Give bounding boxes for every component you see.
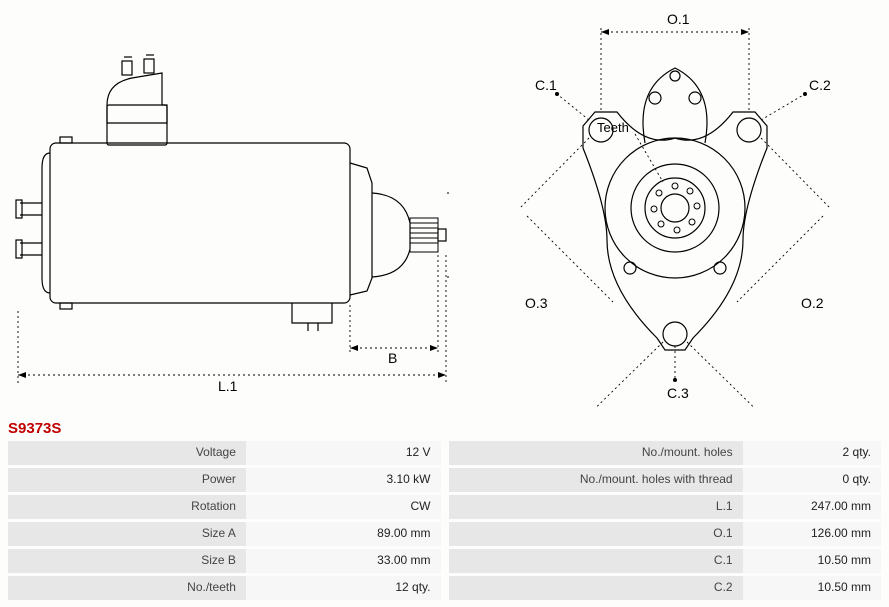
spec-value: 0 qty.	[743, 468, 881, 492]
spec-label: Size A	[8, 522, 246, 546]
label-c2: C.2	[809, 77, 831, 93]
label-o2: O.2	[801, 295, 824, 311]
spec-row: C.210.50 mm	[449, 576, 882, 600]
spec-row: No./mount. holes with thread0 qty.	[449, 468, 882, 492]
spec-label: C.1	[449, 549, 743, 573]
label-c3: C.3	[667, 385, 689, 401]
spec-row: No./mount. holes2 qty.	[449, 441, 882, 465]
spec-table-right: No./mount. holes2 qty.No./mount. holes w…	[449, 441, 882, 603]
spec-value: 2 qty.	[743, 441, 881, 465]
spec-value: 89.00 mm	[246, 522, 441, 546]
label-o3: O.3	[525, 295, 548, 311]
spec-label: Size B	[8, 549, 246, 573]
spec-row: C.110.50 mm	[449, 549, 882, 573]
label-l1: L.1	[218, 378, 238, 393]
spec-value: CW	[246, 495, 441, 519]
side-view-diagram: A B L.1	[12, 8, 452, 408]
spec-label: No./mount. holes with thread	[449, 468, 743, 492]
spec-label: No./mount. holes	[449, 441, 743, 465]
spec-row: Voltage12 V	[8, 441, 441, 465]
spec-label: Power	[8, 468, 246, 492]
spec-value: 12 qty.	[246, 576, 441, 600]
spec-label: No./teeth	[8, 576, 246, 600]
side-view-svg: A B L.1	[12, 23, 452, 393]
spec-row: Power3.10 kW	[8, 468, 441, 492]
spec-row: No./teeth12 qty.	[8, 576, 441, 600]
label-c1: C.1	[535, 77, 557, 93]
spec-value: 247.00 mm	[743, 495, 881, 519]
spec-value: 126.00 mm	[743, 522, 881, 546]
spec-tables: Voltage12 VPower3.10 kWRotationCWSize A8…	[4, 441, 885, 603]
spec-value: 3.10 kW	[246, 468, 441, 492]
front-view-diagram: O.1 O.2 O.3 C.1 C.2 C.3 Teeth	[472, 8, 877, 408]
spec-label: Rotation	[8, 495, 246, 519]
spec-row: RotationCW	[8, 495, 441, 519]
label-teeth: Teeth	[597, 120, 629, 135]
spec-value: 10.50 mm	[743, 576, 881, 600]
spec-row: Size A89.00 mm	[8, 522, 441, 546]
spec-value: 33.00 mm	[246, 549, 441, 573]
spec-value: 12 V	[246, 441, 441, 465]
spec-row: L.1247.00 mm	[449, 495, 882, 519]
spec-row: O.1126.00 mm	[449, 522, 882, 546]
spec-value: 10.50 mm	[743, 549, 881, 573]
front-view-svg: O.1 O.2 O.3 C.1 C.2 C.3 Teeth	[485, 8, 865, 408]
spec-label: Voltage	[8, 441, 246, 465]
part-number: S9373S	[4, 418, 885, 441]
spec-label: C.2	[449, 576, 743, 600]
label-b: B	[388, 350, 397, 366]
spec-table-left: Voltage12 VPower3.10 kWRotationCWSize A8…	[8, 441, 441, 603]
label-o1: O.1	[667, 11, 690, 27]
spec-label: L.1	[449, 495, 743, 519]
diagram-row: A B L.1	[4, 4, 885, 418]
spec-row: Size B33.00 mm	[8, 549, 441, 573]
spec-label: O.1	[449, 522, 743, 546]
